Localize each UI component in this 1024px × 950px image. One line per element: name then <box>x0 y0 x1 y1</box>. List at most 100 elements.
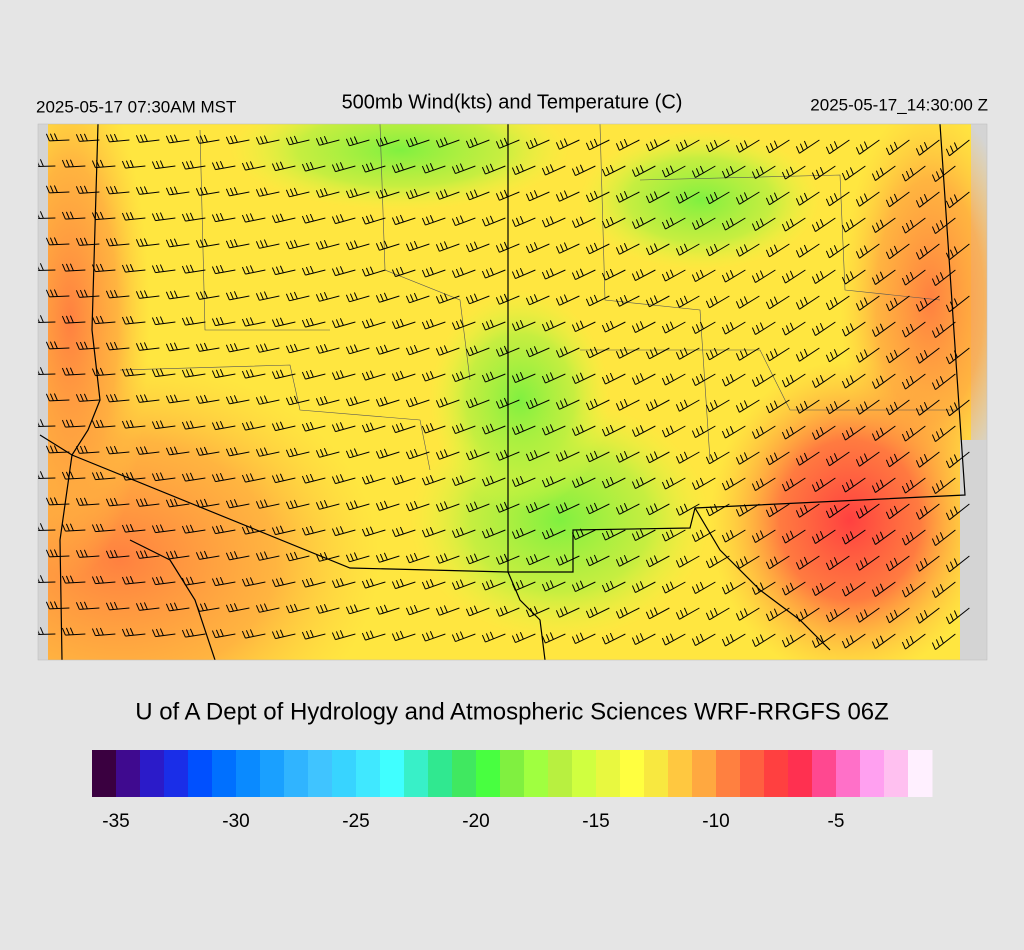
wind-barb <box>871 165 896 181</box>
barb-feather <box>203 602 208 611</box>
barb-staff <box>755 165 776 180</box>
barb-feather <box>875 534 880 542</box>
barb-feather <box>91 160 96 168</box>
barb-feather <box>875 274 880 282</box>
barb-feather <box>939 220 944 228</box>
barb-staff <box>829 295 850 311</box>
barb-feather <box>499 451 504 459</box>
wind-barb <box>541 632 566 644</box>
credit: U of A Dept of Hydrology and Atmospheric… <box>135 698 889 725</box>
barb-feather <box>263 239 268 247</box>
barb-feather <box>545 218 550 226</box>
wind-barb <box>811 269 836 285</box>
barb-staff <box>875 633 896 649</box>
barb-feather <box>511 271 516 279</box>
barb-feather <box>855 251 860 259</box>
wind-barb <box>121 316 146 325</box>
barb-feather <box>245 370 250 378</box>
wind-barb <box>331 266 356 277</box>
barb-staff <box>169 399 190 404</box>
barb-staff <box>49 191 70 194</box>
barb-feather <box>319 397 324 405</box>
barb-feather <box>773 452 778 460</box>
barb-feather <box>743 348 748 356</box>
barb-staff <box>109 191 130 195</box>
barb-feather <box>395 164 400 172</box>
barb-feather <box>529 451 534 460</box>
barb-feather <box>395 632 400 640</box>
barb-feather <box>143 602 148 610</box>
barb-feather <box>435 140 440 148</box>
barb-staff <box>665 321 686 334</box>
barb-feather <box>121 264 126 273</box>
barb-feather <box>135 447 140 455</box>
barb-feather <box>185 369 190 377</box>
barb-feather <box>609 424 614 433</box>
barb-feather <box>935 535 940 543</box>
barb-feather <box>721 638 726 647</box>
barb-staff <box>725 529 746 543</box>
barb-feather <box>695 532 700 540</box>
barb-feather <box>725 480 730 488</box>
barb-feather <box>391 581 396 589</box>
barb-staff <box>815 477 836 493</box>
barb-feather <box>863 297 868 305</box>
wind-barb <box>285 499 310 510</box>
barb-feather <box>249 161 254 169</box>
wind-barb <box>121 264 146 273</box>
barb-feather <box>915 512 920 520</box>
barb-feather <box>143 394 148 402</box>
barb-feather <box>499 399 504 407</box>
colorbar-swatch <box>452 750 477 797</box>
wind-barb <box>45 445 70 454</box>
barb-staff <box>785 321 806 336</box>
barb-feather <box>675 456 680 464</box>
barb-feather <box>855 407 860 415</box>
barb-feather <box>203 134 208 143</box>
wind-barb <box>525 190 550 202</box>
wind-barb <box>211 212 236 223</box>
barb-feather <box>833 609 838 617</box>
barb-feather <box>405 503 410 512</box>
barb-staff <box>515 529 536 540</box>
wind-barb <box>45 185 70 194</box>
wind-barb <box>165 134 190 144</box>
wind-barb <box>361 266 386 277</box>
barb-feather <box>755 168 760 177</box>
wind-barb <box>735 555 760 569</box>
barb-feather <box>185 161 190 169</box>
barb-feather <box>365 423 370 432</box>
colorbar-swatch <box>524 750 549 797</box>
wind-barb <box>795 295 820 310</box>
barb-feather <box>95 368 100 376</box>
wind-barb <box>751 581 776 596</box>
wind-barb <box>691 321 716 335</box>
barb-feather <box>743 608 748 616</box>
wind-barb <box>361 578 386 589</box>
barb-feather <box>219 160 224 169</box>
barb-staff <box>215 529 236 535</box>
wind-barb <box>195 342 220 352</box>
barb-feather <box>781 639 786 648</box>
barb-feather <box>439 502 444 511</box>
wind-barb <box>481 267 506 279</box>
barb-feather <box>713 295 718 304</box>
wind-barb <box>495 605 520 617</box>
barb-feather <box>129 264 134 272</box>
barb-feather <box>919 457 924 465</box>
wind-barb <box>721 217 746 231</box>
barb-feather <box>545 582 550 590</box>
barb-feather <box>785 585 790 593</box>
barb-feather <box>211 214 216 222</box>
barb-feather <box>225 552 230 561</box>
barb-staff <box>289 607 310 614</box>
wind-barb <box>841 269 866 285</box>
barb-feather <box>391 321 396 329</box>
barb-feather <box>365 267 370 276</box>
barb-feather <box>365 527 370 536</box>
barb-feather <box>241 630 246 639</box>
barb-feather <box>811 172 816 180</box>
wind-barb <box>421 475 446 486</box>
barb-feather <box>245 578 250 586</box>
